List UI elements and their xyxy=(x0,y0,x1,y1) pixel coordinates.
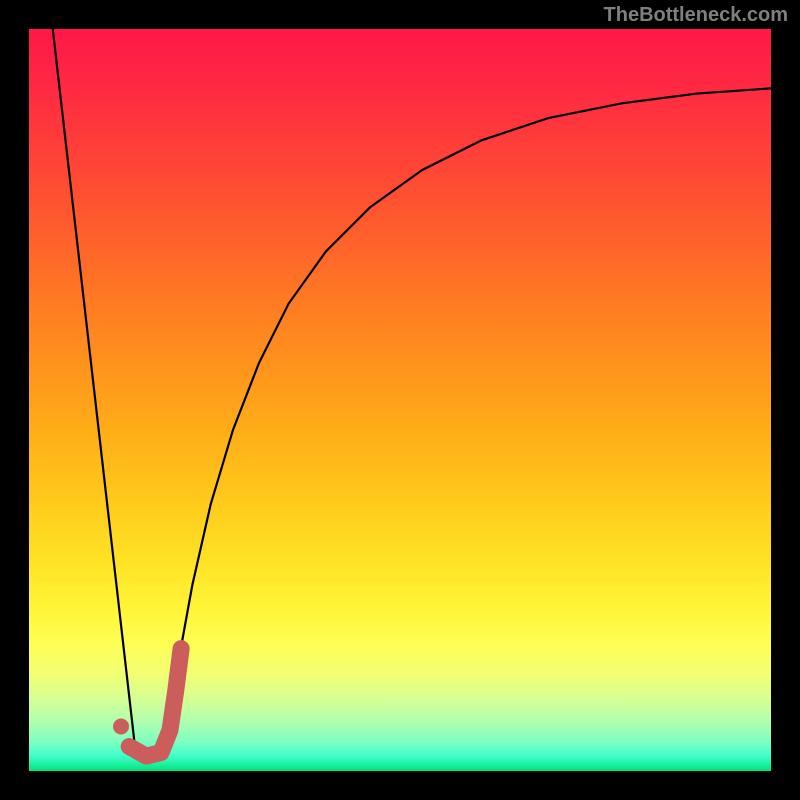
plot-area xyxy=(29,29,771,771)
chart-container: TheBottleneck.com xyxy=(0,0,800,800)
marker-dot xyxy=(113,718,129,734)
watermark-text: TheBottleneck.com xyxy=(604,4,788,27)
marker-layer xyxy=(29,29,771,771)
marker-j-stroke xyxy=(129,649,181,757)
